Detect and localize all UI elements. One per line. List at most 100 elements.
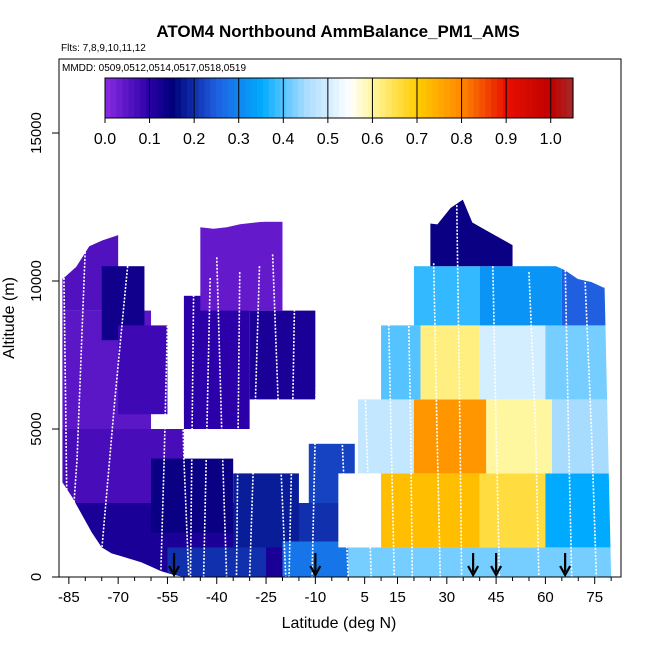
x-tick-label-8: 30 xyxy=(438,589,455,606)
colorbar-segment-21 xyxy=(227,78,235,118)
flight-track-8 xyxy=(235,272,241,577)
flight-track-20 xyxy=(528,272,540,577)
y-tick-label-3: 15000 xyxy=(28,112,45,154)
colorbar-segment-60 xyxy=(456,78,463,118)
heatmap-cell-11 xyxy=(167,547,267,577)
plot-frame xyxy=(58,58,622,578)
flight-track-21 xyxy=(564,263,573,577)
colorbar-segment-38 xyxy=(327,78,334,118)
colorbar-segment-45 xyxy=(368,78,375,118)
flight-track-11 xyxy=(288,239,297,577)
heatmap-cell-5 xyxy=(118,325,168,415)
colorbar-segment-22 xyxy=(233,78,241,118)
x-tick-label-2: -55 xyxy=(157,589,179,606)
colorbar-segment-25 xyxy=(251,78,258,118)
colorbar-segment-26 xyxy=(257,78,264,118)
colorbar-segment-12 xyxy=(175,78,182,118)
heatmap-cell-30 xyxy=(561,266,612,326)
heatmap-cell-7 xyxy=(249,310,316,400)
colorbar-segment-69 xyxy=(508,78,516,118)
heatmap-cell-28 xyxy=(413,266,480,326)
colorbar-segment-3 xyxy=(122,78,129,118)
colorbar-segment-0 xyxy=(105,78,112,118)
flight-track-5 xyxy=(189,280,195,577)
colorbar-segment-17 xyxy=(204,78,211,118)
x-tick-label-11: 75 xyxy=(586,589,603,606)
flight-track-22 xyxy=(584,275,598,577)
plot-area xyxy=(61,196,612,577)
x-axis: -85 -70 -55 -40 -25 -10 5 15 30 45 60 75 xyxy=(58,577,612,606)
colorbar-segment-16 xyxy=(198,78,206,118)
flight-track-18 xyxy=(455,198,463,577)
heatmap-cell-17 xyxy=(381,473,480,548)
arrow-marker-2 xyxy=(467,553,480,578)
colorbar-tick-label-1: 0.1 xyxy=(138,131,160,148)
colorbar-segment-75 xyxy=(543,78,551,118)
colorbar-segment-14 xyxy=(186,78,194,118)
flights-subtitle: Flts: 7,8,9,10,11,12 xyxy=(61,43,146,54)
colorbar-segment-62 xyxy=(467,78,475,118)
colorbar-segment-31 xyxy=(286,78,293,118)
flight-track-2 xyxy=(100,227,133,551)
colorbar-segment-32 xyxy=(292,78,299,118)
heatmap-cell-31 xyxy=(430,198,513,267)
flight-track-1 xyxy=(71,248,87,530)
colorbar-segment-37 xyxy=(321,78,328,118)
colorbar-segment-70 xyxy=(514,78,521,118)
colorbar-tick-label-9: 0.9 xyxy=(495,131,517,148)
colorbar-segment-42 xyxy=(350,78,358,118)
colorbar-tick-label-0: 0.0 xyxy=(94,131,116,148)
heatmap-cell-19 xyxy=(545,473,612,548)
colorbar-segment-72 xyxy=(526,78,533,118)
arrow-marker-0 xyxy=(168,553,180,578)
y-tick-label-1: 5000 xyxy=(28,412,45,445)
colorbar-tick-label-10: 1.0 xyxy=(540,131,562,148)
colorbar-segment-39 xyxy=(333,78,340,118)
colorbar-segment-44 xyxy=(362,78,369,118)
colorbar-frame xyxy=(104,77,574,119)
colorbar-tick-label-2: 0.2 xyxy=(183,131,205,148)
colorbar-segment-79 xyxy=(567,78,574,118)
flight-track-6 xyxy=(202,278,211,577)
colorbar-segment-77 xyxy=(555,78,562,118)
colorbar-segment-23 xyxy=(239,78,246,118)
dates-subtitle: MMDD: 0509,0512,0514,0517,0518,0519 xyxy=(62,63,246,74)
colorbar-tick-label-3: 0.3 xyxy=(228,131,250,148)
heatmap-cell-27 xyxy=(545,325,612,400)
colorbar-segment-53 xyxy=(415,78,422,118)
colorbar-segment-24 xyxy=(245,78,252,118)
flight-tracks xyxy=(61,196,605,577)
colorbar-segment-56 xyxy=(432,78,440,118)
colorbar-segment-76 xyxy=(549,78,557,118)
colorbar-segment-35 xyxy=(309,78,317,118)
colorbar-segment-59 xyxy=(450,78,457,118)
colorbar-segment-28 xyxy=(268,78,276,118)
colorbar-segment-19 xyxy=(216,78,223,118)
heatmap-cell-21 xyxy=(413,399,487,474)
heatmap-cell-15 xyxy=(348,547,612,577)
flight-track-15 xyxy=(386,272,396,577)
colorbar-segment-5 xyxy=(134,78,141,118)
heatmap-cell-9 xyxy=(233,473,299,548)
ceiling-outline xyxy=(61,196,605,288)
flight-track-16 xyxy=(406,245,414,577)
colorbar-segment-58 xyxy=(444,78,451,118)
colorbar-segment-63 xyxy=(473,78,480,118)
colorbar-segment-1 xyxy=(110,78,118,118)
colorbar-segment-74 xyxy=(537,78,545,118)
flight-track-17 xyxy=(432,263,442,577)
x-tick-label-6: 5 xyxy=(360,589,368,606)
colorbar-segment-4 xyxy=(128,78,135,118)
y-axis: 0 5000 10000 15000 xyxy=(28,112,59,581)
x-tick-label-0: -85 xyxy=(58,589,80,606)
chart-title: ATOM4 Northbound AmmBalance_PM1_AMS xyxy=(156,22,519,41)
colorbar-segment-71 xyxy=(520,78,527,118)
heatmap-cell-18 xyxy=(479,473,546,548)
colorbar-segment-27 xyxy=(262,78,270,118)
heatmap-cell-26 xyxy=(479,325,546,400)
x-tick-label-9: 45 xyxy=(488,589,505,606)
colorbar-segment-10 xyxy=(163,78,170,118)
colorbar-segment-65 xyxy=(485,78,492,118)
colorbar-segment-20 xyxy=(222,78,229,118)
colorbar-segment-54 xyxy=(420,78,428,118)
